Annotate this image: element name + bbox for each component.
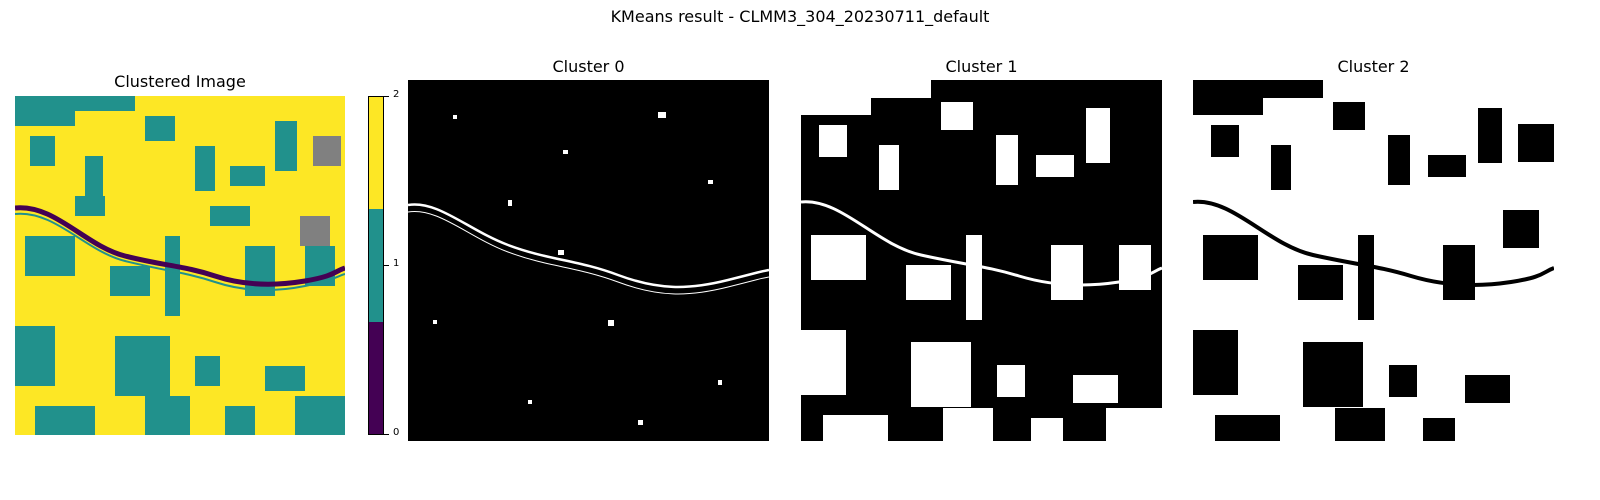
colorbar xyxy=(368,96,384,435)
cluster-0-mask xyxy=(408,80,769,441)
colorbar-tick-0 xyxy=(384,434,389,435)
colorbar-label-2: 2 xyxy=(393,89,400,100)
colorbar-label-0: 0 xyxy=(393,427,400,438)
cluster-2-mask xyxy=(1193,80,1554,441)
cluster-2-title: Cluster 2 xyxy=(1337,57,1410,76)
cluster-1-title: Cluster 1 xyxy=(945,57,1018,76)
clustered-image xyxy=(15,96,345,435)
clustered-image-title: Clustered Image xyxy=(114,72,246,91)
colorbar-segment-2 xyxy=(369,97,383,210)
figure-title: KMeans result - CLMM3_304_20230711_defau… xyxy=(610,7,990,26)
colorbar-segment-0 xyxy=(369,321,383,434)
cluster-1-mask xyxy=(801,80,1162,441)
colorbar-label-1: 1 xyxy=(393,258,400,269)
colorbar-tick-2 xyxy=(384,96,389,97)
cluster-0-title: Cluster 0 xyxy=(552,57,625,76)
colorbar-tick-1 xyxy=(384,265,389,266)
colorbar-segment-1 xyxy=(369,209,383,322)
